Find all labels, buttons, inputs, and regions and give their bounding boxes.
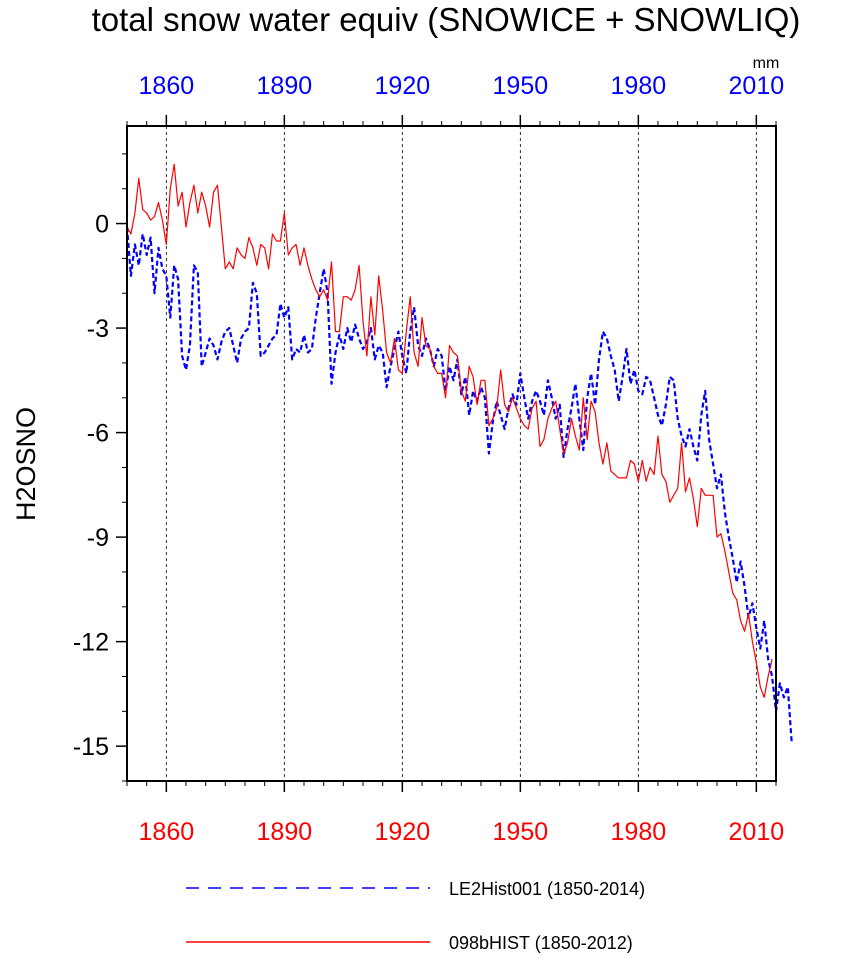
units-label: mm xyxy=(753,55,780,72)
y-tick-label--3: -3 xyxy=(87,315,109,343)
bottom-tick-label-1920: 1920 xyxy=(375,818,431,846)
grid-lines xyxy=(165,126,757,781)
top-tick-label-1890: 1890 xyxy=(257,72,313,100)
top-tick-label-1980: 1980 xyxy=(611,72,667,100)
bottom-tick-label-1890: 1890 xyxy=(257,818,313,846)
y-tick-label--9: -9 xyxy=(87,524,109,552)
bottom-tick-label-2010: 2010 xyxy=(729,818,785,846)
bottom-tick-label-1860: 1860 xyxy=(139,818,195,846)
top-tick-label-1860: 1860 xyxy=(139,72,195,100)
chart-title: total snow water equiv (SNOWICE + SNOWLI… xyxy=(92,1,801,38)
bottom-tick-label-1950: 1950 xyxy=(493,818,549,846)
y-tick-label--15: -15 xyxy=(73,733,109,761)
top-tick-label-1950: 1950 xyxy=(493,72,549,100)
y-tick-label--12: -12 xyxy=(73,629,109,657)
legend-label-le2hist001: LE2Hist001 (1850-2014) xyxy=(449,879,645,899)
y-axis: 0 -3 -6 -9 -12 -15 xyxy=(73,153,127,782)
series-line-098bhist xyxy=(126,163,773,699)
bottom-axis: 1860 1890 1920 1950 1980 2010 xyxy=(126,781,785,846)
y-tick-label--6: -6 xyxy=(87,420,109,448)
top-tick-label-1920: 1920 xyxy=(375,72,431,100)
series-line-le2hist001 xyxy=(125,226,793,743)
y-tick-label-0: 0 xyxy=(95,211,109,239)
y-axis-label: H2OSNO xyxy=(11,407,41,521)
bottom-tick-label-1980: 1980 xyxy=(611,818,667,846)
top-tick-label-2010: 2010 xyxy=(729,72,785,100)
plot-frame xyxy=(126,125,777,782)
series-lines xyxy=(125,163,793,743)
top-axis: 1860 1890 1920 1950 1980 2010 xyxy=(126,72,785,126)
legend-label-098bhist: 098bHIST (1850-2012) xyxy=(449,933,633,953)
legend: LE2Hist001 (1850-2014) 098bHIST (1850-20… xyxy=(186,879,645,953)
